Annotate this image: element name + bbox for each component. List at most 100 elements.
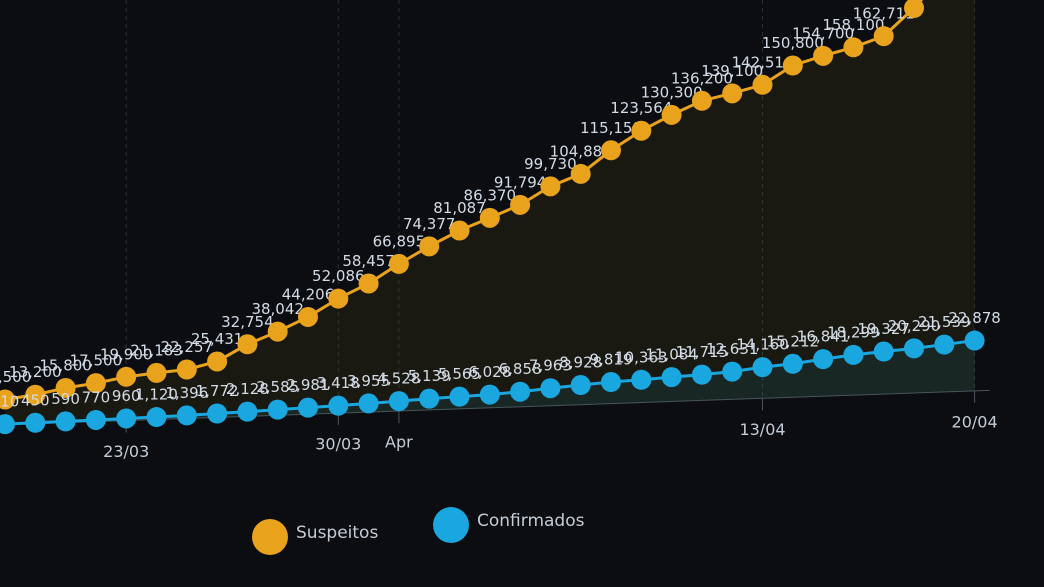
point	[631, 120, 652, 141]
data-label: 11,500	[0, 368, 31, 386]
data-label: 32,754	[221, 313, 274, 331]
point	[207, 403, 228, 424]
point	[904, 0, 924, 19]
data-label: 770	[82, 388, 111, 406]
point	[601, 140, 621, 161]
point	[843, 344, 864, 365]
data-label: 960	[112, 387, 141, 405]
legend-label: Confirmados	[477, 511, 585, 531]
x-tick-label: 23/03	[103, 442, 149, 461]
data-label: 66,895	[373, 232, 426, 250]
area	[5, 340, 975, 425]
data-label: 158,100	[822, 16, 884, 34]
data-label: 3,955	[347, 372, 390, 390]
data-label: 11,084	[645, 346, 698, 364]
point	[116, 366, 137, 387]
data-label: 136,200	[671, 69, 733, 87]
data-label: 9,819	[590, 351, 633, 369]
data-label: 8,928	[559, 354, 602, 372]
point	[358, 393, 379, 414]
point	[176, 405, 197, 426]
data-label: 21,539	[918, 313, 971, 331]
data-label: 2,585	[256, 378, 299, 396]
point	[843, 37, 864, 58]
point	[0, 389, 15, 410]
point	[388, 391, 409, 412]
x-tick-label: 30/03	[315, 435, 361, 454]
data-label: 4,528	[377, 370, 420, 388]
point	[510, 381, 531, 402]
point	[176, 359, 197, 380]
data-label: 38,042	[251, 300, 304, 318]
point	[661, 367, 682, 388]
point	[540, 378, 561, 399]
data-label: 7,963	[529, 357, 572, 375]
data-label: 162,711	[853, 5, 915, 23]
data-label: 22,878	[948, 309, 1001, 327]
point	[631, 369, 652, 390]
legend-marker	[433, 507, 469, 543]
data-label: 104,886	[550, 142, 612, 160]
data-label: 123,564	[610, 99, 672, 117]
data-label: 115,158	[580, 119, 642, 137]
point	[237, 334, 258, 355]
point	[146, 362, 167, 383]
data-label: 19,900	[100, 345, 153, 363]
data-label: 58,457	[342, 252, 395, 270]
data-label: 1,396	[165, 384, 208, 402]
data-label: 6,858	[499, 360, 542, 378]
data-label: 3,418	[317, 374, 360, 392]
point	[0, 414, 15, 435]
point	[904, 338, 924, 359]
point	[449, 220, 470, 241]
point	[328, 288, 349, 309]
point	[479, 207, 500, 228]
area	[5, 0, 975, 425]
point	[25, 412, 46, 433]
data-label: 1,120	[135, 386, 178, 404]
point	[116, 408, 137, 429]
point	[934, 334, 955, 355]
point	[510, 194, 531, 215]
data-label: 19,327	[857, 320, 910, 338]
data-label: 154,700	[792, 24, 854, 42]
data-label: 150,800	[762, 34, 824, 52]
point	[782, 353, 803, 374]
legend-marker	[252, 519, 288, 555]
plot-area: 11,50013,20015,80017,50019,90021,18322,2…	[0, 0, 1001, 435]
data-label: 2,981	[287, 376, 330, 394]
data-label: 590	[51, 390, 80, 408]
data-label: 99,730	[524, 155, 577, 173]
data-label: 44,206	[282, 285, 335, 303]
point	[419, 388, 440, 409]
data-label: 20,290	[888, 317, 941, 335]
data-label: 13,200	[9, 363, 62, 381]
data-label: 81,087	[433, 199, 486, 217]
point	[570, 375, 591, 396]
data-label: 86,370	[464, 186, 517, 204]
point	[540, 176, 561, 197]
point	[237, 401, 258, 422]
data-label: 25,431	[191, 330, 244, 348]
point	[207, 351, 228, 372]
point	[25, 384, 46, 405]
x-tick-label: 20/04	[952, 412, 998, 431]
point	[813, 349, 834, 370]
x-tick-label: 13/04	[739, 420, 785, 439]
point	[146, 407, 167, 428]
data-label: 11,715	[676, 343, 729, 361]
legend-label: Suspeitos	[296, 523, 378, 543]
point	[752, 74, 773, 95]
point	[85, 373, 106, 394]
data-label: 5,565	[438, 365, 481, 383]
data-label: 16,841	[797, 328, 850, 346]
data-label: 310	[0, 393, 19, 411]
point	[267, 399, 288, 420]
point	[328, 395, 349, 416]
data-label: 15,212	[767, 332, 820, 350]
point	[873, 341, 894, 362]
point	[782, 55, 803, 76]
data-label: 450	[21, 391, 50, 409]
